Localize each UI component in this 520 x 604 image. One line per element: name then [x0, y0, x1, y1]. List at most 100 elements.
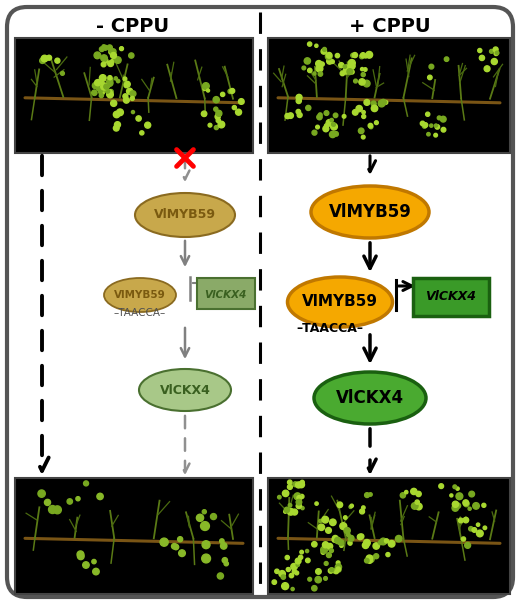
Circle shape: [388, 541, 395, 547]
Circle shape: [323, 577, 328, 580]
Circle shape: [93, 83, 99, 89]
Circle shape: [476, 530, 483, 537]
Circle shape: [114, 77, 118, 80]
Circle shape: [362, 111, 365, 114]
Text: –TAACCA–: –TAACCA–: [114, 308, 166, 318]
Circle shape: [296, 98, 302, 103]
Circle shape: [297, 112, 302, 118]
Circle shape: [335, 538, 341, 544]
Circle shape: [400, 493, 406, 498]
Circle shape: [367, 556, 374, 562]
Circle shape: [353, 53, 357, 57]
Circle shape: [218, 113, 222, 116]
Circle shape: [282, 490, 289, 496]
Circle shape: [275, 569, 279, 573]
Circle shape: [469, 527, 473, 531]
Circle shape: [489, 50, 493, 53]
Circle shape: [215, 114, 220, 120]
Circle shape: [236, 109, 242, 115]
Circle shape: [76, 496, 80, 501]
Circle shape: [444, 57, 449, 62]
Circle shape: [494, 51, 498, 56]
Circle shape: [429, 64, 434, 69]
Ellipse shape: [311, 186, 429, 238]
Circle shape: [300, 550, 304, 554]
Circle shape: [358, 128, 364, 133]
Circle shape: [208, 123, 212, 127]
Circle shape: [322, 516, 329, 523]
Circle shape: [288, 484, 292, 489]
Circle shape: [284, 507, 290, 513]
Text: VlMYB59: VlMYB59: [154, 208, 216, 222]
Circle shape: [357, 534, 363, 539]
Circle shape: [350, 504, 354, 507]
Circle shape: [434, 124, 437, 127]
Circle shape: [364, 100, 370, 105]
Circle shape: [291, 588, 294, 591]
FancyBboxPatch shape: [7, 7, 513, 597]
Circle shape: [287, 568, 290, 571]
Circle shape: [332, 537, 337, 542]
Circle shape: [77, 551, 84, 557]
Circle shape: [293, 482, 298, 487]
Ellipse shape: [135, 193, 235, 237]
Circle shape: [336, 565, 341, 570]
Circle shape: [102, 45, 106, 48]
Text: VlCKX4: VlCKX4: [160, 384, 211, 396]
Circle shape: [342, 115, 346, 118]
Circle shape: [130, 97, 134, 100]
Circle shape: [361, 506, 365, 509]
Circle shape: [316, 65, 323, 72]
Circle shape: [321, 550, 325, 554]
Circle shape: [300, 495, 304, 498]
Circle shape: [202, 83, 209, 89]
Circle shape: [120, 47, 123, 50]
Circle shape: [307, 42, 312, 47]
Circle shape: [322, 542, 329, 548]
Circle shape: [217, 573, 224, 579]
Circle shape: [287, 568, 290, 571]
Circle shape: [295, 482, 302, 488]
Circle shape: [423, 123, 427, 127]
Circle shape: [356, 106, 362, 112]
Circle shape: [484, 66, 490, 72]
Text: VlCKX4: VlCKX4: [204, 290, 246, 300]
Circle shape: [369, 125, 373, 129]
Circle shape: [483, 526, 487, 530]
Circle shape: [101, 91, 104, 95]
Circle shape: [296, 563, 300, 567]
Circle shape: [94, 52, 101, 59]
Circle shape: [350, 70, 354, 74]
Circle shape: [463, 518, 469, 523]
Circle shape: [333, 568, 338, 573]
Circle shape: [296, 503, 302, 509]
Circle shape: [395, 535, 402, 542]
FancyBboxPatch shape: [197, 277, 254, 309]
Circle shape: [463, 501, 469, 507]
Circle shape: [465, 542, 471, 548]
Circle shape: [306, 558, 310, 563]
Circle shape: [282, 583, 289, 590]
Circle shape: [367, 558, 372, 564]
Circle shape: [371, 105, 378, 112]
Circle shape: [107, 89, 112, 95]
Circle shape: [347, 69, 353, 74]
Circle shape: [461, 537, 465, 541]
Circle shape: [285, 556, 289, 560]
Circle shape: [132, 111, 135, 114]
Circle shape: [311, 542, 317, 547]
Circle shape: [296, 500, 302, 505]
Circle shape: [344, 516, 347, 519]
Circle shape: [351, 53, 355, 57]
Circle shape: [228, 89, 232, 94]
Circle shape: [332, 536, 338, 541]
Circle shape: [360, 509, 365, 514]
Circle shape: [103, 59, 108, 63]
Circle shape: [99, 94, 103, 98]
Ellipse shape: [104, 278, 176, 312]
Circle shape: [301, 507, 304, 510]
Circle shape: [201, 111, 207, 117]
Circle shape: [55, 58, 60, 63]
Circle shape: [343, 65, 346, 68]
Circle shape: [308, 68, 312, 72]
